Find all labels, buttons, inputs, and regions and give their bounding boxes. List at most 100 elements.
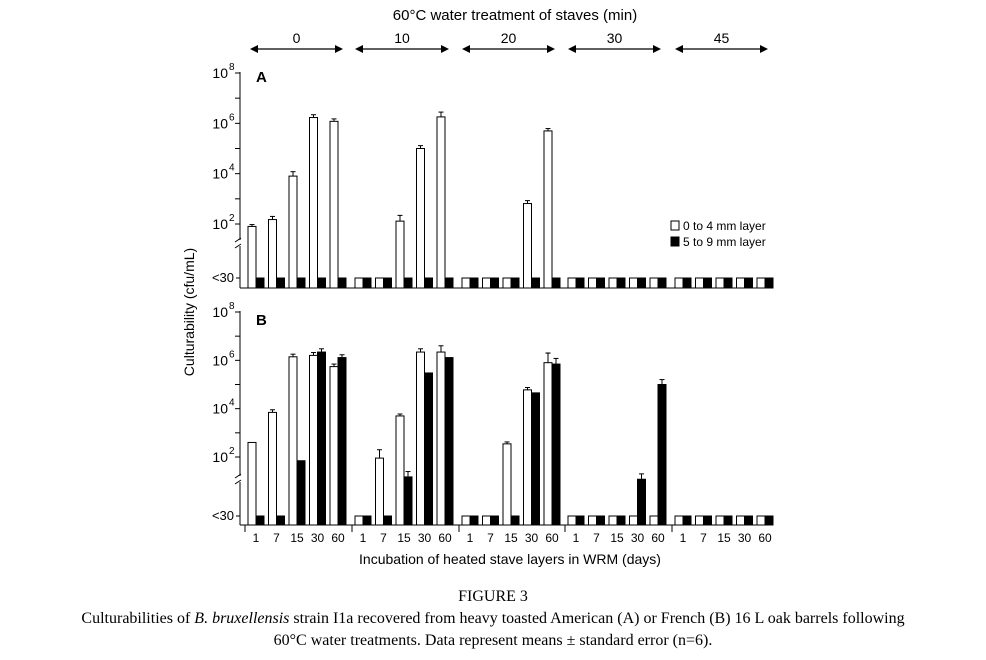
chart-figure: 60°C water treatment of staves (min) 0 10… [181,7,774,567]
x-tick-label: 30 [738,531,752,545]
bar-5to9mm [616,515,626,526]
bar-5to9mm [744,277,753,289]
bar-5to9mm [637,277,646,289]
legend-label: 5 to 9 mm layer [683,235,766,249]
caption-part-1: Culturabilities of [81,610,195,627]
bar-0to4mm [268,411,277,526]
bar-5to9mm [424,372,433,526]
x-tick-label: 1 [360,531,367,545]
y-tick-label: 10 [212,352,228,368]
bar-5to9mm [764,515,774,526]
bar-5to9mm [276,277,285,289]
bar-5to9mm [403,476,413,526]
bar-5to9mm [616,277,626,289]
x-tick-label: 15 [290,531,304,545]
x-tick-labels: 1 7 15 30 60 1 7 15 30 60 1 7 15 30 60 1 7 15 30 60 1 7 15 30 60 [244,525,772,545]
bar-0to4mm [247,441,257,526]
bar-0to4mm [436,351,446,526]
arrow-head-right [441,45,449,53]
bar-0to4mm [588,277,597,289]
x-tick-label: 60 [438,531,452,545]
bar-0to4mm [543,362,553,526]
arrow-head-right [760,45,768,53]
arrow-head-left [355,45,363,53]
below-detection-label: <30 [212,270,234,285]
bar-5to9mm [657,384,667,526]
bar-0to4mm [309,354,318,526]
x-tick-label: 1 [253,531,260,545]
treatment-label: 0 [293,30,301,46]
y-tick-exponent: 4 [229,163,235,174]
bar-5to9mm [637,478,646,526]
treatment-label: 20 [501,30,517,46]
bar-0to4mm [288,356,298,526]
bar-5to9mm [444,277,454,289]
bar-0to4mm [461,277,471,289]
bar-5to9mm [296,277,306,289]
y-tick-exponent: 4 [229,398,235,409]
caption-species: B. bruxellensis [194,610,290,627]
bar-5to9mm [596,277,605,289]
x-tick-label: 60 [651,531,665,545]
x-tick-label: 30 [631,531,645,545]
bar-5to9mm [510,515,520,526]
bar-0to4mm [482,277,491,289]
panel-label: A [256,69,267,86]
bar-0to4mm [354,277,364,289]
bar-0to4mm [268,219,277,289]
bar-0to4mm [649,277,659,289]
bar-0to4mm [588,515,597,526]
x-tick-label: 30 [525,531,539,545]
y-tick-exponent: 2 [229,446,235,457]
chart-legend: 0 to 4 mm layer 5 to 9 mm layer [670,219,766,249]
bar-5to9mm [531,392,540,526]
y-tick-label: 10 [212,449,228,465]
bar-5to9mm [703,515,712,526]
bar-5to9mm [551,277,561,289]
arrow-head-left [250,45,258,53]
legend-label: 0 to 4 mm layer [683,219,766,233]
x-tick-label: 1 [467,531,474,545]
bar-0to4mm [395,415,405,526]
axis-break-mark [234,237,242,243]
bar-5to9mm [317,351,326,526]
bar-0to4mm [436,116,446,289]
arrow-head-left [675,45,683,53]
bar-5to9mm [337,357,347,526]
caption-line-2: 60°C water treatments. Data represent me… [273,632,713,649]
bar-5to9mm [682,277,692,289]
axis-break-mark [234,479,242,485]
bar-5to9mm [383,277,392,289]
y-tick-exponent: 8 [229,301,235,312]
treatment-label: 45 [714,30,730,46]
bar-0to4mm [502,277,512,289]
bar-0to4mm [329,366,339,526]
x-tick-label: 15 [717,531,731,545]
bar-5to9mm [703,277,712,289]
x-tick-label: 15 [610,531,624,545]
bar-0to4mm [567,515,577,526]
x-tick-label: 30 [418,531,432,545]
below-detection-label: <30 [212,508,234,523]
bar-5to9mm [424,277,433,289]
bar-5to9mm [317,277,326,289]
bar-0to4mm [329,120,339,289]
x-axis-label: Incubation of heated stave layers in WRM… [359,551,661,567]
bar-5to9mm [296,460,306,526]
arrow-head-right [547,45,555,53]
y-tick-label: 10 [212,115,228,131]
caption-part-2: strain I1a recovered from heavy toasted … [289,610,905,627]
bar-0to4mm [608,277,618,289]
bar-5to9mm [764,277,774,289]
y-tick-label: 10 [212,401,228,417]
x-tick-label: 30 [311,531,325,545]
y-tick-exponent: 2 [229,213,235,224]
bar-0to4mm [629,515,638,526]
x-tick-label: 60 [545,531,559,545]
bar-0to4mm [736,277,745,289]
bar-0to4mm [715,277,725,289]
bar-5to9mm [596,515,605,526]
arrow-head-left [462,45,470,53]
